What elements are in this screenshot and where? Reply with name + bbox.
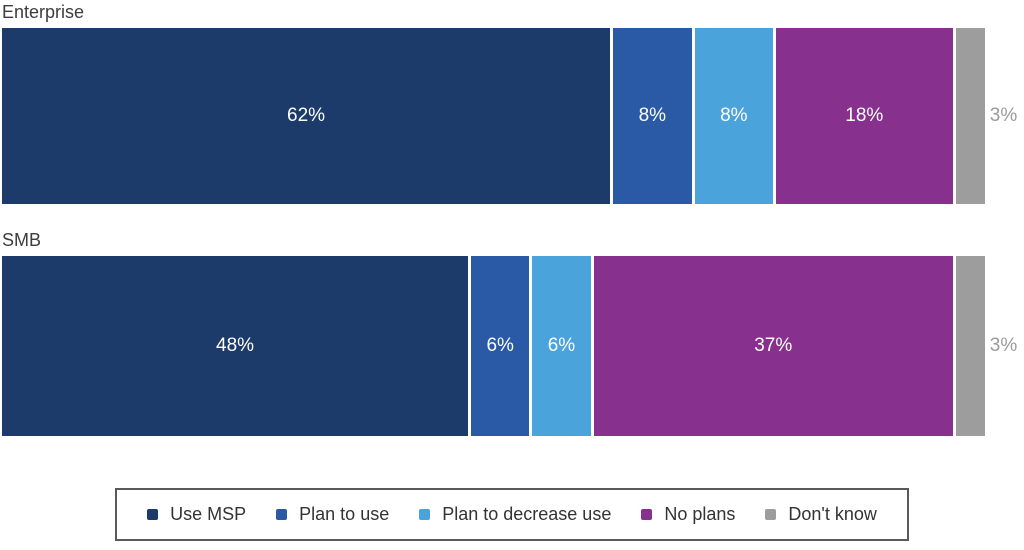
bar-row: SMB 48% 6% 6% 37% 3% xyxy=(2,230,1022,436)
category-label: SMB xyxy=(2,230,42,250)
legend-swatch-icon xyxy=(147,509,159,520)
segment-value-label: 6% xyxy=(486,335,514,356)
legend: Use MSP Plan to use Plan to decrease use No… xyxy=(115,488,909,541)
stacked-bar: 62% 8% 8% 18% xyxy=(2,28,985,204)
outside-value-label: 3% xyxy=(989,105,1018,126)
legend-item: No plans xyxy=(641,504,735,525)
bars-container: Enterprise 62% 8% 8% 18% 3% SMB 48% 6% 6% 37% 3% xyxy=(2,2,1022,436)
bar-segment: 8% xyxy=(694,28,774,204)
legend-label: Plan to use xyxy=(299,504,390,524)
bar-row: Enterprise 62% 8% 8% 18% 3% xyxy=(2,2,1022,204)
legend-label: No plans xyxy=(664,504,736,524)
bar-segment: 48% xyxy=(2,256,469,436)
segment-value-label: 18% xyxy=(845,105,884,126)
bar-segment xyxy=(955,28,985,204)
category-label: Enterprise xyxy=(2,2,85,22)
segment-value-label: 6% xyxy=(547,335,576,356)
bar-segment: 62% xyxy=(2,28,611,204)
bar-segment: 6% xyxy=(532,256,591,436)
bar-segment xyxy=(955,256,985,436)
segment-value-label: 48% xyxy=(216,335,255,356)
legend-item: Use MSP xyxy=(147,504,246,525)
legend-item: Plan to decrease use xyxy=(419,504,611,525)
bar-segment: 37% xyxy=(593,256,953,436)
legend-swatch-icon xyxy=(419,509,431,520)
bar-segment: 6% xyxy=(471,256,530,436)
legend-swatch-icon xyxy=(276,509,288,520)
bar-segment: 18% xyxy=(776,28,953,204)
segment-value-label: 37% xyxy=(754,335,793,356)
legend-item: Plan to use xyxy=(276,504,389,525)
bar-segment: 8% xyxy=(613,28,692,204)
segment-value-label: 8% xyxy=(638,105,667,126)
stacked-bar: 48% 6% 6% 37% xyxy=(2,256,985,436)
segment-value-label: 62% xyxy=(287,105,326,126)
legend-label: Plan to decrease use xyxy=(442,504,612,524)
segment-value-label: 8% xyxy=(720,105,748,126)
bar-wrap: 48% 6% 6% 37% 3% xyxy=(2,256,1022,436)
legend-label: Don't know xyxy=(788,504,877,524)
bar-wrap: 62% 8% 8% 18% 3% xyxy=(2,28,1022,204)
legend-item: Don't know xyxy=(765,504,877,525)
legend-swatch-icon xyxy=(765,509,777,520)
legend-label: Use MSP xyxy=(170,504,247,524)
outside-value-label: 3% xyxy=(989,335,1018,356)
legend-swatch-icon xyxy=(641,509,653,520)
